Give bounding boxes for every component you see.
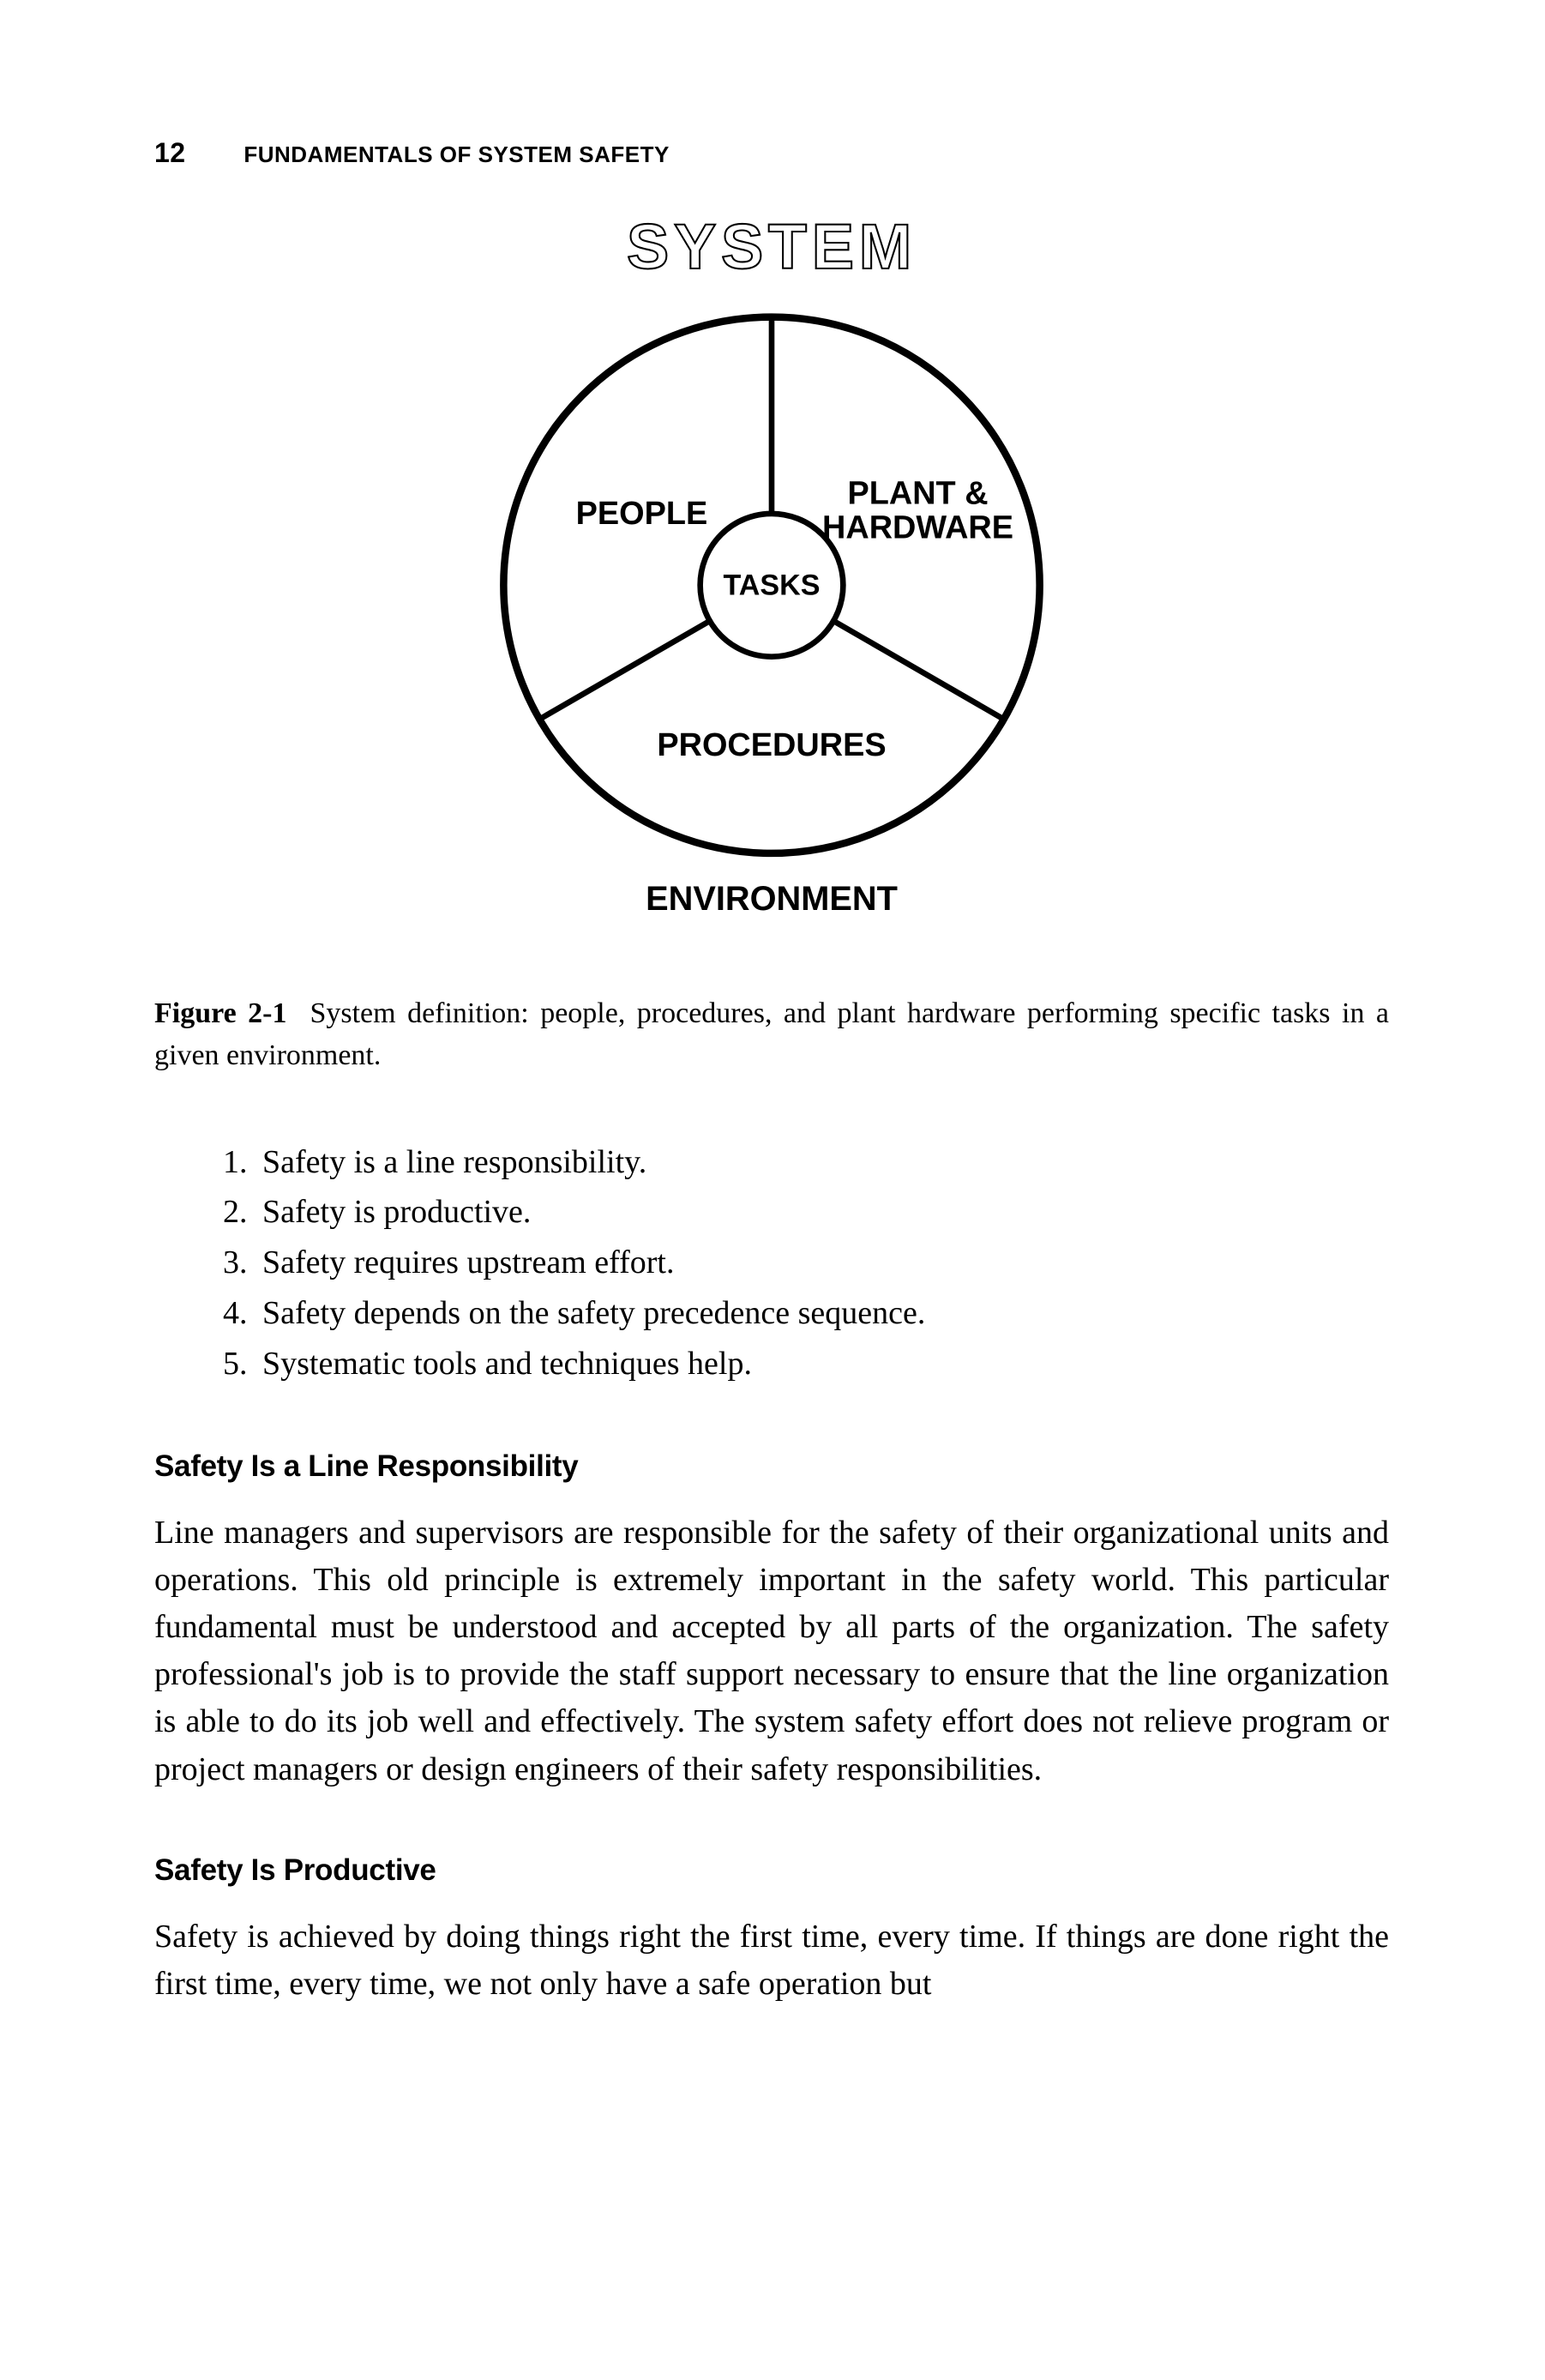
section-heading: Safety Is a Line Responsibility	[154, 1449, 1389, 1484]
running-head: 12 FUNDAMENTALS OF SYSTEM SAFETY	[154, 137, 1389, 169]
label-procedures: PROCEDURES	[657, 727, 886, 763]
principles-list: 1.Safety is a line responsibility. 2.Saf…	[223, 1137, 1389, 1389]
list-text: Safety is productive.	[262, 1187, 531, 1238]
spoke-left	[539, 621, 710, 720]
diagram-title: SYSTEM	[627, 211, 917, 282]
label-plant-line1: PLANT &	[847, 476, 988, 512]
list-text: Safety requires upstream effort.	[262, 1238, 674, 1288]
list-item: 1.Safety is a line responsibility.	[223, 1137, 1389, 1188]
list-text: Safety is a line responsibility.	[262, 1137, 646, 1188]
label-environment: ENVIRONMENT	[646, 880, 898, 918]
list-number: 4.	[223, 1288, 262, 1339]
list-number: 2.	[223, 1187, 262, 1238]
system-diagram: SYSTEM PEOPLE PLANT & HARDWARE PROCEDURE…	[386, 203, 1157, 975]
spoke-right	[833, 621, 1004, 720]
label-plant-line2: HARDWARE	[822, 509, 1013, 545]
list-item: 3.Safety requires upstream effort.	[223, 1238, 1389, 1288]
list-text: Safety depends on the safety precedence …	[262, 1288, 925, 1339]
list-text: Systematic tools and techniques help.	[262, 1339, 752, 1389]
page-number: 12	[154, 137, 186, 168]
list-item: 2.Safety is productive.	[223, 1187, 1389, 1238]
list-number: 3.	[223, 1238, 262, 1288]
label-tasks: TASKS	[723, 569, 820, 602]
label-people: PEOPLE	[576, 496, 708, 532]
section-paragraph: Safety is achieved by doing things right…	[154, 1913, 1389, 2008]
running-title: FUNDAMENTALS OF SYSTEM SAFETY	[243, 142, 669, 167]
list-item: 5.Systematic tools and techniques help.	[223, 1339, 1389, 1389]
list-number: 1.	[223, 1137, 262, 1188]
list-item: 4.Safety depends on the safety precedenc…	[223, 1288, 1389, 1339]
caption-text: System definition: people, procedures, a…	[154, 997, 1389, 1071]
caption-lead: Figure 2-1	[154, 997, 287, 1029]
section-paragraph: Line managers and supervisors are respon…	[154, 1509, 1389, 1793]
figure-caption: Figure 2-1 System definition: people, pr…	[154, 992, 1389, 1077]
section-heading: Safety Is Productive	[154, 1853, 1389, 1888]
figure-container: SYSTEM PEOPLE PLANT & HARDWARE PROCEDURE…	[154, 203, 1389, 975]
list-number: 5.	[223, 1339, 262, 1389]
